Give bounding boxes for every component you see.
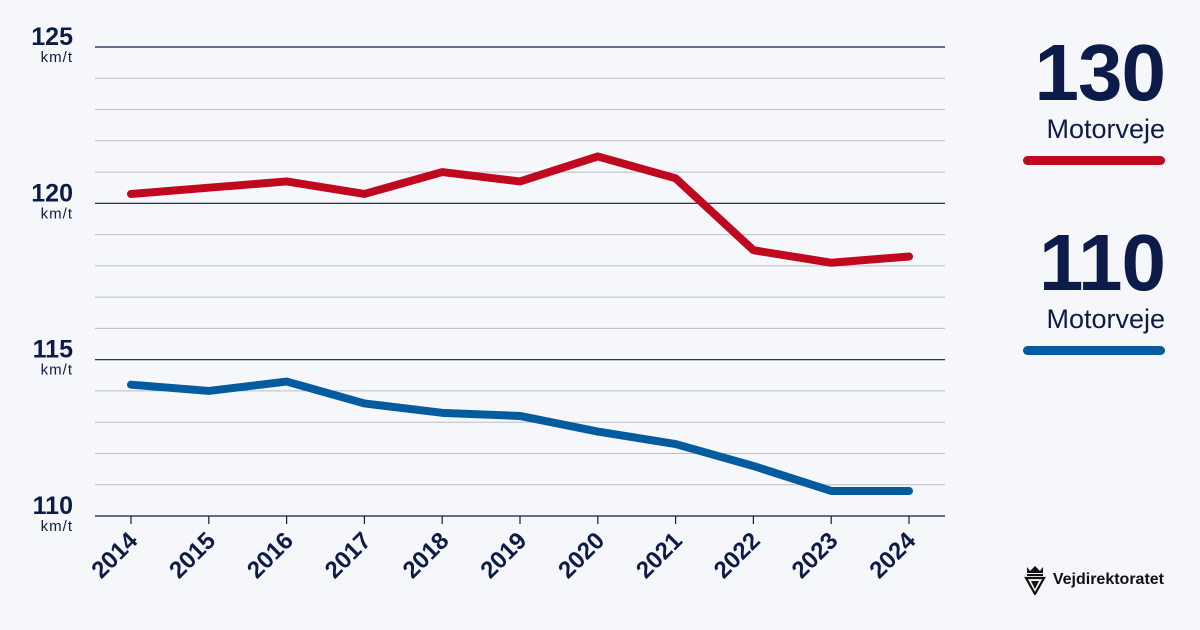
y-tick-unit: km/t <box>41 205 73 222</box>
y-tick-unit: km/t <box>41 362 73 379</box>
x-tick-label: 2018 <box>398 527 455 584</box>
legend-item-130: 130 Motorveje <box>945 28 1166 165</box>
crown-shield-icon <box>1023 566 1046 595</box>
y-tick-unit: km/t <box>41 518 73 535</box>
x-tick-label: 2019 <box>475 527 532 584</box>
legend-label-speed: 130 <box>1034 28 1166 117</box>
brand-name: Vejdirektoratet <box>1052 571 1164 588</box>
chart-grid <box>95 46 945 517</box>
x-tick-label: 2022 <box>709 527 766 584</box>
x-tick-label: 2021 <box>631 527 688 584</box>
y-tick-label: 110 <box>33 492 73 520</box>
series-line-110 <box>127 377 913 495</box>
y-tick-label: 120 <box>31 179 73 207</box>
x-tick-label: 2017 <box>320 527 377 584</box>
y-tick-label: 125 <box>31 23 73 51</box>
y-tick-unit: km/t <box>41 49 73 66</box>
legend-label-road: Motorveje <box>1046 114 1165 144</box>
y-tick-label: 115 <box>33 336 73 364</box>
legend-swatch <box>1023 346 1165 355</box>
x-tick-label: 2020 <box>553 527 610 584</box>
legend-swatch <box>1023 156 1165 165</box>
x-tick-label: 2023 <box>787 527 844 584</box>
x-axis: 2014 2015 2016 2017 2018 2019 2020 2021 2022 2023… <box>86 516 922 584</box>
chart-series <box>127 152 913 495</box>
legend-label-road: Motorveje <box>1046 304 1165 334</box>
legend-label-speed: 110 <box>1038 218 1166 307</box>
x-tick-label: 2014 <box>86 527 143 584</box>
x-tick-label: 2024 <box>864 527 921 584</box>
x-tick-label: 2016 <box>242 527 299 584</box>
brand-logo: Vejdirektoratet <box>1023 565 1164 595</box>
legend-item-110: 110 Motorveje <box>945 218 1166 355</box>
x-tick-label: 2015 <box>164 527 221 584</box>
